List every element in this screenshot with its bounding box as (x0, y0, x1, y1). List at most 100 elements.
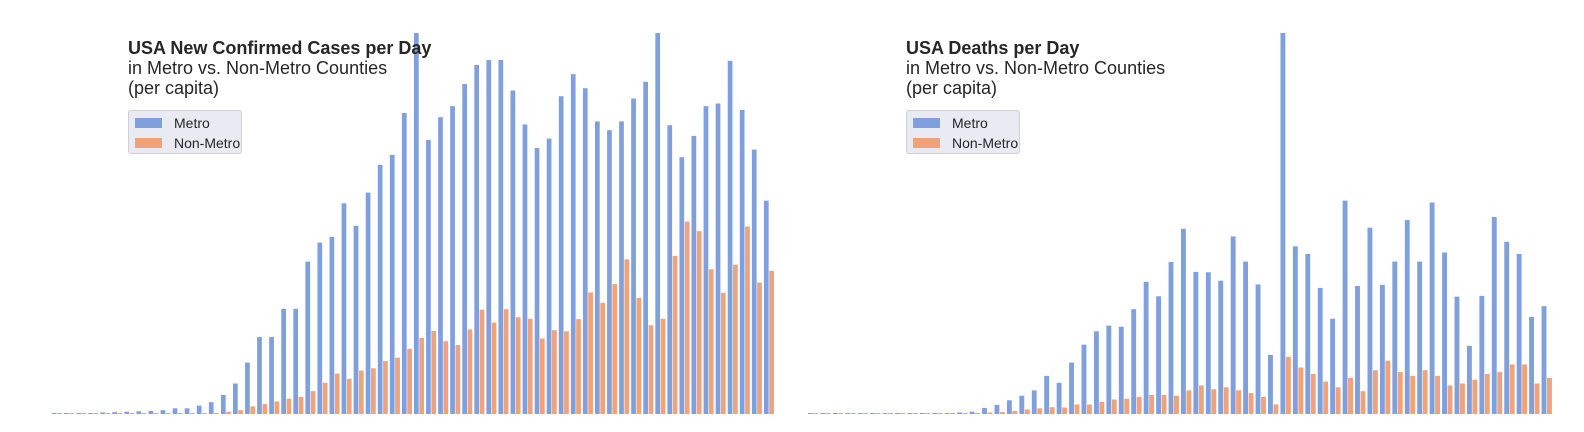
cases-bar-non-metro-24 (346, 378, 352, 414)
cases-bar-non-metro-53 (696, 231, 702, 414)
cases-bar-metro-53 (691, 135, 697, 414)
deaths-bar-metro-49 (1417, 261, 1423, 414)
deaths-bar-metro-17 (1019, 395, 1025, 414)
cases-bar-non-metro-45 (600, 302, 606, 414)
deaths-bar-metro-40 (1305, 253, 1311, 414)
cases-bar-non-metro-10 (177, 413, 183, 414)
deaths-bar-non-metro-29 (1174, 395, 1179, 414)
cases-chart-title: USA New Confirmed Cases per Day (128, 38, 432, 58)
deaths-bar-non-metro-49 (1422, 370, 1428, 415)
cases-bar-non-metro-29 (407, 348, 412, 414)
deaths-chart-legend: Metro Non-Metro (906, 110, 1020, 154)
cases-bar-non-metro-5 (117, 413, 123, 414)
deaths-bar-non-metro-45 (1372, 370, 1378, 415)
cases-bar-non-metro-22 (322, 382, 328, 414)
cases-bar-non-metro-6 (129, 413, 135, 414)
deaths-bar-metro-28 (1156, 296, 1161, 414)
cases-bar-metro-40 (534, 148, 540, 414)
deaths-bar-non-metro-36 (1261, 396, 1266, 414)
deaths-bar-metro-12 (957, 412, 963, 414)
deaths-bar-metro-41 (1317, 287, 1323, 414)
cases-bar-non-metro-11 (190, 413, 195, 414)
deaths-bar-metro-25 (1118, 326, 1124, 414)
cases-bar-metro-24 (341, 203, 347, 414)
cases-bar-metro-0 (52, 413, 57, 414)
deaths-bar-metro-3 (845, 413, 851, 414)
cases-bar-metro-38 (510, 90, 516, 414)
deaths-bar-metro-47 (1392, 261, 1398, 414)
deaths-bar-metro-59 (1541, 306, 1547, 414)
deaths-chart-subtitle-line-1: in Metro vs. Non-Metro Counties (906, 58, 1166, 78)
deaths-bar-metro-1 (820, 413, 826, 414)
deaths-bar-metro-21 (1069, 362, 1074, 414)
cases-bar-non-metro-59 (769, 270, 774, 414)
deaths-bar-metro-23 (1093, 331, 1099, 414)
deaths-chart-svg (808, 33, 1552, 415)
deaths-bar-non-metro-16 (1012, 410, 1018, 414)
deaths-bar-non-metro-10 (937, 413, 943, 414)
cases-bar-non-metro-19 (286, 398, 292, 414)
deaths-bar-non-metro-50 (1435, 375, 1441, 414)
cases-bar-non-metro-17 (262, 404, 268, 414)
deaths-bar-metro-15 (994, 404, 1000, 414)
cases-bar-metro-11 (184, 408, 190, 414)
deaths-bar-metro-31 (1193, 271, 1199, 414)
cases-bar-metro-12 (196, 405, 202, 414)
cases-bar-metro-14 (220, 394, 226, 414)
deaths-bar-metro-37 (1268, 354, 1273, 414)
deaths-bar-metro-11 (944, 413, 950, 414)
cases-bar-metro-19 (281, 308, 286, 414)
cases-bar-metro-16 (245, 362, 250, 414)
cases-bar-non-metro-49 (648, 325, 654, 414)
deaths-bar-non-metro-22 (1087, 404, 1092, 415)
legend-label-metro: Metro (174, 115, 210, 131)
cases-bar-non-metro-42 (564, 331, 569, 414)
cases-bar-non-metro-28 (395, 357, 400, 414)
cases-bar-metro-49 (643, 81, 648, 415)
deaths-bar-non-metro-37 (1273, 404, 1279, 415)
cases-bar-metro-13 (208, 402, 214, 414)
cases-chart-subtitle-line-2: (per capita) (128, 78, 220, 98)
deaths-bar-metro-30 (1181, 228, 1186, 414)
deaths-bar-metro-32 (1205, 272, 1211, 414)
cases-bar-non-metro-41 (552, 330, 557, 414)
deaths-bar-non-metro-31 (1198, 385, 1204, 414)
deaths-chart-title: USA Deaths per Day (906, 38, 1080, 58)
cases-bar-non-metro-23 (334, 373, 340, 414)
cases-bar-non-metro-1 (69, 413, 75, 414)
cases-bar-metro-54 (703, 106, 709, 415)
cases-bar-metro-27 (377, 164, 383, 414)
cases-bar-metro-21 (305, 261, 311, 414)
deaths-bar-metro-51 (1442, 252, 1447, 414)
deaths-bar-non-metro-33 (1223, 387, 1229, 414)
cases-bar-metro-22 (317, 242, 323, 414)
cases-bar-non-metro-44 (588, 292, 593, 414)
deaths-bar-metro-39 (1292, 246, 1298, 414)
cases-bar-metro-42 (558, 96, 564, 414)
cases-bar-non-metro-37 (503, 309, 509, 415)
cases-bar-metro-46 (607, 130, 612, 414)
deaths-bar-metro-52 (1454, 296, 1460, 414)
cases-bar-metro-5 (112, 412, 118, 415)
deaths-bar-non-metro-48 (1410, 375, 1416, 414)
deaths-bar-non-metro-52 (1460, 383, 1465, 414)
cases-bar-non-metro-14 (226, 411, 231, 414)
legend-entry-metro: Metro (913, 114, 988, 132)
deaths-bar-metro-58 (1529, 316, 1534, 415)
deaths-bar-metro-50 (1429, 202, 1435, 414)
cases-bar-metro-10 (172, 408, 178, 414)
cases-bar-non-metro-54 (708, 269, 714, 414)
deaths-bar-non-metro-34 (1236, 390, 1242, 414)
deaths-bar-non-metro-51 (1447, 385, 1453, 414)
deaths-bar-non-metro-23 (1099, 401, 1105, 414)
deaths-bar-metro-34 (1230, 236, 1236, 414)
deaths-bar-non-metro-7 (900, 413, 906, 414)
deaths-bar-non-metro-30 (1186, 390, 1192, 414)
deaths-bar-metro-29 (1168, 261, 1174, 414)
cases-bar-non-metro-7 (141, 413, 147, 414)
cases-bar-non-metro-38 (515, 317, 521, 414)
cases-bar-metro-28 (389, 154, 395, 415)
non-metro-swatch (135, 138, 162, 148)
cases-bar-non-metro-26 (371, 368, 376, 414)
deaths-bar-non-metro-9 (925, 413, 931, 414)
